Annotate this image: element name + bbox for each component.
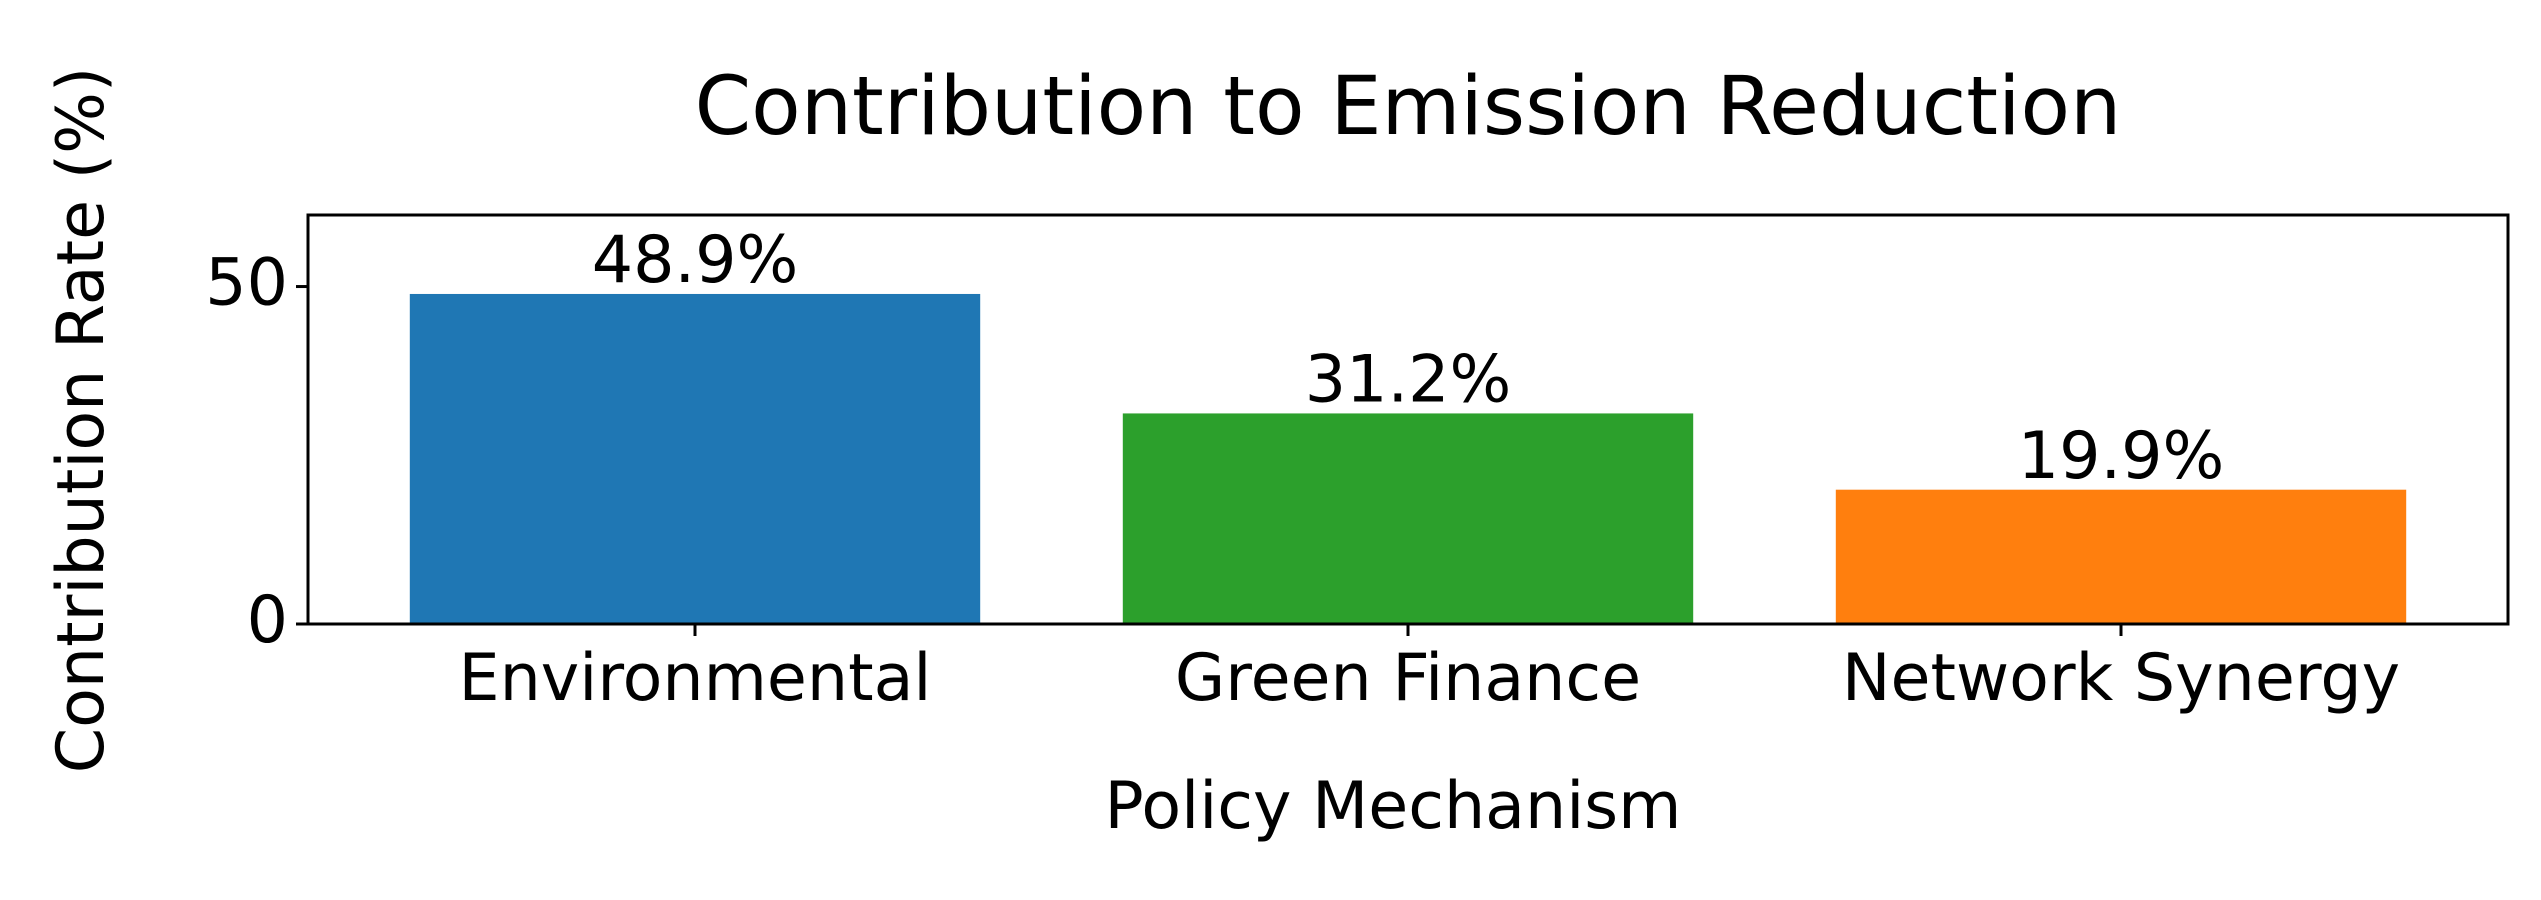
bar [1122, 413, 1694, 624]
x-tick-label: Green Finance [1175, 641, 1641, 716]
plot-frame [306, 213, 2510, 626]
value-label: 19.9% [2018, 419, 2225, 494]
chart-title: Contribution to Emission Reduction [695, 60, 2122, 154]
bar [1835, 489, 2407, 624]
value-label: 48.9% [592, 223, 799, 298]
x-tick-label: Network Synergy [1842, 641, 2400, 716]
bar [409, 293, 981, 624]
y-tick-label: 0 [247, 583, 288, 658]
y-axis-label: Contribution Rate (%) [44, 67, 119, 773]
x-axis-label: Policy Mechanism [1105, 769, 1682, 844]
x-tick-label: Environmental [459, 641, 932, 716]
value-label: 31.2% [1305, 342, 1512, 417]
y-tick-label: 50 [205, 246, 288, 321]
